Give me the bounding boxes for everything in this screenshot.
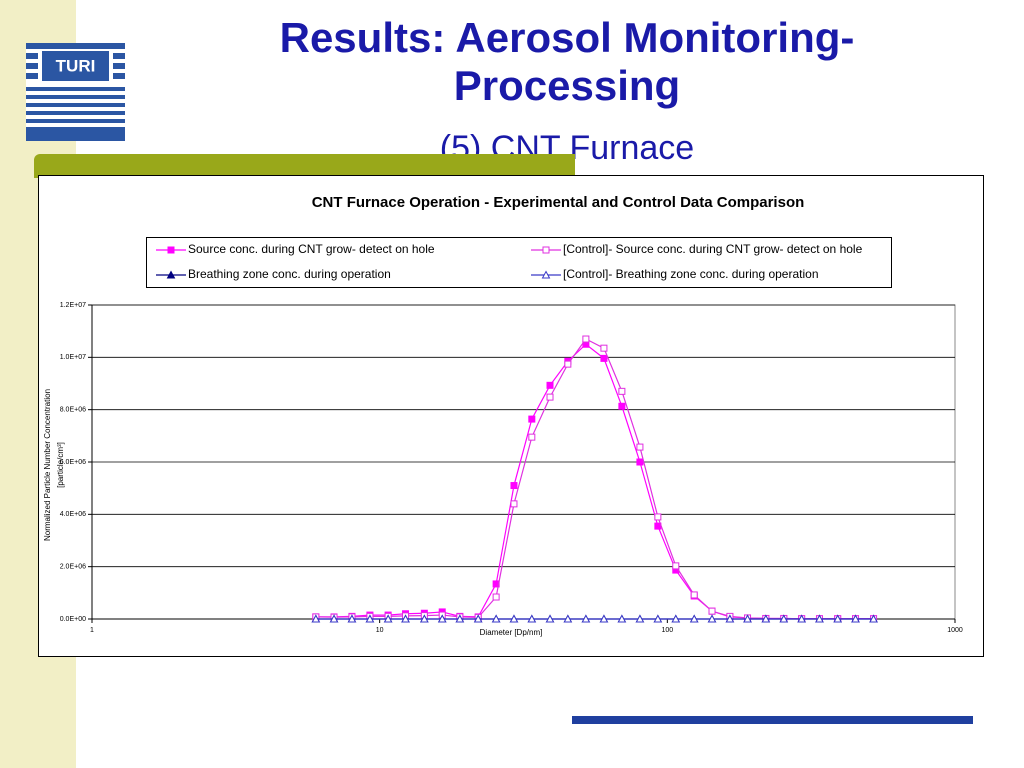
marker bbox=[761, 614, 771, 623]
logo-stripe bbox=[26, 119, 125, 123]
marker bbox=[582, 335, 590, 343]
marker bbox=[636, 458, 644, 466]
chart-title: CNT Furnace Operation - Experimental and… bbox=[312, 194, 805, 211]
marker bbox=[600, 344, 608, 352]
marker bbox=[743, 614, 752, 623]
logo-stripe bbox=[26, 53, 38, 59]
legend-marker bbox=[541, 270, 551, 279]
legend-marker bbox=[167, 246, 175, 254]
logo-stripe bbox=[26, 127, 125, 141]
accent-bar bbox=[34, 154, 575, 178]
marker bbox=[869, 614, 878, 623]
y-tick-label: 0.0E+00 bbox=[60, 616, 86, 623]
marker bbox=[510, 500, 518, 508]
marker bbox=[725, 614, 735, 623]
marker bbox=[564, 360, 572, 368]
marker bbox=[636, 443, 644, 451]
y-tick-label: 2.0E+06 bbox=[60, 564, 86, 571]
marker bbox=[618, 402, 626, 410]
marker bbox=[545, 614, 555, 623]
logo-stripe bbox=[26, 103, 125, 107]
marker bbox=[420, 614, 429, 623]
marker bbox=[833, 614, 843, 623]
logo-stripe bbox=[26, 87, 125, 91]
logo-box bbox=[42, 51, 109, 81]
marker bbox=[618, 387, 626, 395]
slide-title: Results: Aerosol Monitoring-Processing bbox=[279, 14, 855, 109]
marker bbox=[779, 614, 789, 623]
marker bbox=[510, 482, 518, 490]
marker bbox=[581, 614, 591, 623]
marker bbox=[797, 614, 806, 623]
marker bbox=[311, 614, 321, 623]
marker bbox=[437, 614, 447, 623]
marker bbox=[851, 614, 860, 623]
y-tick-label: 8.0E+06 bbox=[60, 407, 86, 414]
logo-stripe bbox=[113, 73, 125, 79]
marker bbox=[455, 614, 465, 623]
marker bbox=[365, 614, 375, 623]
marker bbox=[708, 607, 716, 615]
legend-label: Breathing zone conc. during operation bbox=[188, 267, 391, 281]
marker bbox=[527, 614, 537, 623]
marker bbox=[401, 614, 410, 623]
legend-label: [Control]- Source conc. during CNT grow-… bbox=[563, 242, 863, 256]
y-tick-label: 1.2E+07 bbox=[60, 302, 86, 309]
legend-label: [Control]- Breathing zone conc. during o… bbox=[563, 267, 819, 281]
logo-text: TURI bbox=[56, 56, 96, 75]
legend bbox=[146, 237, 892, 288]
logo-stripe bbox=[26, 43, 125, 49]
marker bbox=[383, 614, 393, 623]
marker bbox=[563, 614, 573, 623]
marker bbox=[600, 354, 608, 362]
logo-stripe bbox=[113, 63, 125, 69]
marker bbox=[617, 614, 627, 623]
marker bbox=[635, 614, 645, 623]
marker bbox=[599, 614, 609, 623]
x-tick-label: 1 bbox=[90, 627, 94, 634]
marker bbox=[546, 393, 554, 401]
marker bbox=[546, 381, 554, 389]
marker bbox=[653, 614, 663, 623]
marker bbox=[473, 614, 483, 623]
marker bbox=[671, 614, 681, 623]
x-tick-label: 1000 bbox=[947, 627, 963, 634]
marker bbox=[672, 562, 680, 570]
marker bbox=[347, 614, 357, 623]
x-tick-label: 100 bbox=[661, 627, 673, 634]
y-tick-label: 6.0E+06 bbox=[60, 459, 86, 466]
marker bbox=[690, 591, 698, 599]
marker bbox=[491, 614, 501, 623]
logo-stripe bbox=[26, 111, 125, 115]
logo-stripe bbox=[26, 73, 38, 79]
logo: TURI bbox=[26, 43, 125, 141]
marker bbox=[492, 593, 500, 601]
logo-stripe bbox=[26, 95, 125, 99]
legend-marker bbox=[166, 270, 176, 279]
accent-bar bbox=[572, 716, 973, 724]
marker bbox=[815, 614, 824, 623]
marker bbox=[689, 614, 699, 623]
marker bbox=[707, 614, 717, 623]
legend-label: Source conc. during CNT grow- detect on … bbox=[188, 242, 435, 256]
marker bbox=[528, 415, 536, 423]
logo-stripe bbox=[26, 63, 38, 69]
y-tick-label: 1.0E+07 bbox=[60, 354, 86, 361]
marker bbox=[509, 614, 519, 623]
chart: CNT Furnace Operation - Experimental and… bbox=[38, 175, 984, 657]
y-tick-label: 4.0E+06 bbox=[60, 511, 86, 518]
x-axis-label: Diameter [Dp/nm] bbox=[480, 628, 543, 637]
y-axis-label: Normalized Particle Number Concentration bbox=[43, 389, 52, 541]
legend-marker bbox=[542, 246, 550, 254]
marker bbox=[329, 614, 339, 623]
x-tick-label: 10 bbox=[376, 627, 384, 634]
logo-stripe bbox=[113, 53, 125, 59]
y-axis-label: [particle/cm³] bbox=[56, 442, 65, 488]
marker bbox=[654, 513, 662, 521]
marker bbox=[528, 433, 536, 441]
